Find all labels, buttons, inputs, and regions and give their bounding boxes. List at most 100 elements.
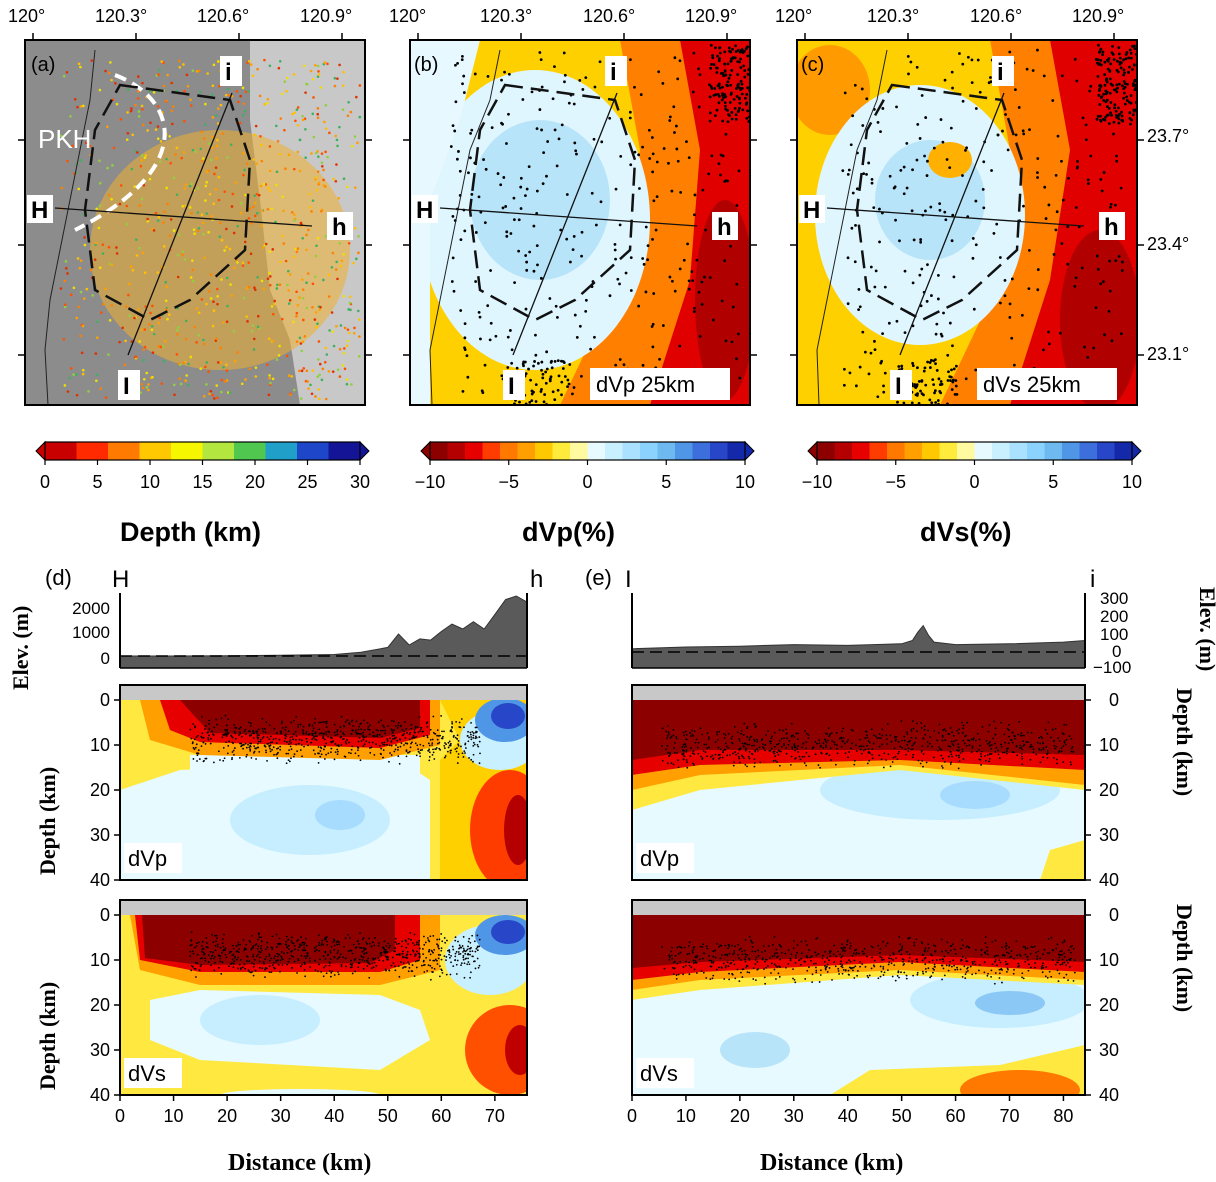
map-event-dot [469,131,472,135]
map-a-event [222,365,225,369]
section-event-dot [865,730,868,733]
colorbar-swatch [852,442,870,460]
section-event-dot [357,754,360,757]
section-event-dot [927,947,930,949]
section-event-dot [947,755,950,758]
map-a-event [79,290,83,294]
section-event-dot [667,733,670,735]
section-event-dot [678,945,681,948]
section-event-dot [231,944,234,947]
section-event-dot [853,966,855,969]
map-a-event [165,308,168,311]
section-event-dot [394,748,397,751]
map-event-dot [893,185,897,189]
section-event-dot [258,960,261,963]
map-event-dot [584,298,588,302]
section-event-dot [1054,727,1057,730]
map-a-event [63,384,67,387]
map-event-dot [469,156,472,160]
section-event-dot [1034,962,1037,964]
section-event-dot [805,732,808,735]
section-event-dot [905,974,908,977]
section-event-dot [695,955,698,958]
section-event-dot [201,732,204,735]
section-event-dot [201,945,203,948]
section-event-dot [327,752,330,755]
section-event-dot [774,745,776,748]
map-a-event [358,84,362,87]
map-event-dot [870,178,874,181]
map-event-dot [744,47,748,51]
map-event-dot [1117,254,1121,258]
section-event-dot [965,946,968,949]
section-event-dot [395,744,397,746]
map-a-event [197,69,201,73]
section-event-dot [477,745,480,748]
section-event-dot [437,953,440,956]
section-event-dot [415,966,418,969]
section-event-dot [268,954,271,957]
map-event-dot [451,256,455,260]
map-event-dot [925,174,929,177]
section-event-dot [233,747,236,749]
map-event-dot [909,60,913,64]
section-event-dot [743,742,746,745]
section-event-dot [753,740,756,743]
section-event-dot [345,965,347,968]
map-event-dot [841,169,845,173]
section-event-dot [319,746,322,749]
map-event-dot [557,374,561,378]
map-a-event [266,208,270,211]
map-event-dot [717,94,721,98]
section-event-dot [220,717,223,720]
section-event-dot [414,960,417,963]
map-a-event [322,278,325,282]
section-event-dot [691,752,694,755]
section-event-dot [1014,737,1016,740]
map-event-dot [942,311,945,315]
map-a-event [78,266,82,270]
map-event-dot [629,256,633,260]
map-event-dot [902,401,906,405]
section-event-dot [941,734,944,737]
map-event-dot [842,367,846,371]
section-event-dot [844,969,847,971]
section-event-dot [228,965,230,968]
map-a-event [82,297,86,300]
section-event-dot [196,962,199,965]
section-event-dot [737,755,740,758]
section-event-dot [385,945,388,947]
section-event-dot [360,740,363,742]
map-c-lon-tick: 120.9° [1072,6,1124,26]
map-event-dot [535,189,539,193]
section-event-dot [323,966,325,969]
section-event-dot [457,940,459,943]
section-event-dot [1071,944,1074,947]
map-a-event [357,251,360,255]
section-event-dot [245,943,247,946]
section-event-dot [960,960,962,962]
section-event-dot [932,756,935,759]
section-event-dot [264,968,266,971]
section-event-dot [896,758,899,761]
map-event-dot [459,238,463,242]
section-event-dot [780,951,783,954]
section-event-dot [360,728,363,731]
section-event-dot [276,752,279,755]
section-event-dot [426,721,429,724]
section-event-dot [427,950,430,953]
map-a-event [327,295,331,298]
section-event-dot [390,744,393,747]
section-event-dot [440,949,443,952]
map-event-dot [559,228,563,232]
map-a-event [345,344,349,348]
map-a-event [276,139,280,143]
section-event-dot [840,947,843,949]
section-event-dot [431,744,433,746]
section-event-dot [271,946,273,949]
section-d-dvp-events [189,714,481,765]
section-event-dot [1031,745,1033,748]
colorbar-depth-label: Depth (km) [120,517,261,547]
section-event-dot [436,734,438,737]
map-a-event [242,152,245,155]
